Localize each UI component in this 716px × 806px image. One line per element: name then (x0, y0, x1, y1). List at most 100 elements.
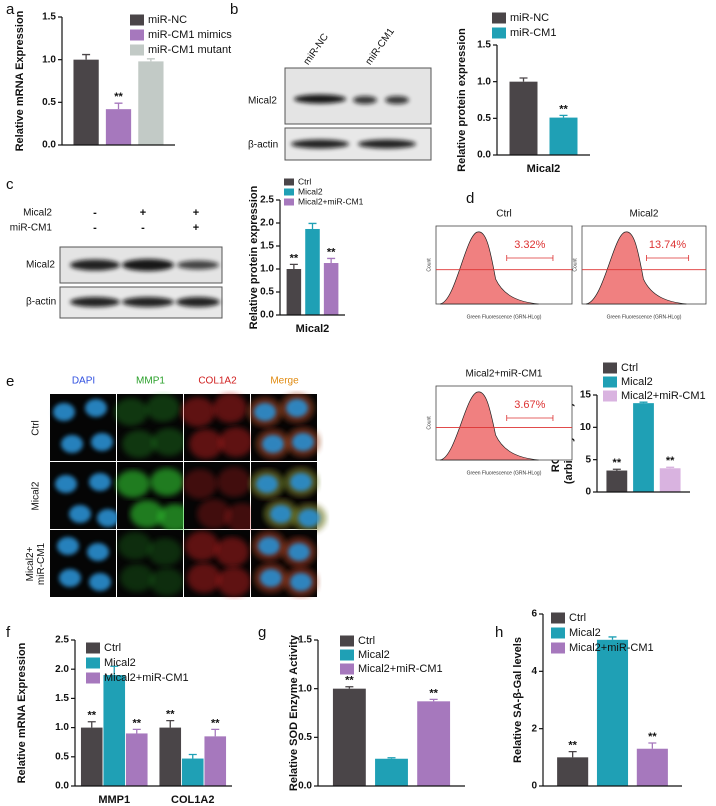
cell-signal (152, 428, 186, 456)
legend-swatch (284, 198, 294, 206)
legend-label: miR-CM1 mutant (148, 44, 231, 56)
nucleus (254, 403, 276, 421)
nucleus (91, 433, 113, 451)
legend-swatch (492, 27, 506, 39)
legend-swatch (551, 627, 565, 639)
significance: ** (559, 103, 568, 115)
flow-x-label: Green Fluorescence (GRN-HLog) (467, 470, 542, 476)
y-tick-label: 10 (580, 422, 592, 433)
y-axis-label: Relative mRNA Expression (14, 10, 26, 151)
y-tick-label: 2.5 (55, 635, 69, 646)
row-label: Mical2 (248, 96, 277, 107)
nucleus (97, 509, 119, 527)
legend-label: Mical2 (621, 376, 653, 388)
nucleus (85, 399, 107, 417)
cell-signal (197, 499, 231, 529)
cell-signal (213, 393, 247, 423)
y-tick-label: 0.5 (298, 732, 312, 743)
bar (509, 81, 538, 155)
legend-label: Mical2 (104, 657, 136, 669)
y-tick-label: 2.0 (55, 664, 69, 675)
row-label: Mical2 (26, 260, 55, 271)
blot-band (122, 259, 174, 271)
cell-signal (217, 567, 251, 597)
bar (138, 61, 164, 145)
y-tick-label: 1.5 (260, 241, 274, 252)
flow-gate (506, 255, 554, 261)
x-tick-label: Mical2 (527, 163, 561, 175)
cell-signal (148, 538, 182, 566)
legend-label: Ctrl (104, 642, 121, 654)
significance: ** (429, 687, 438, 699)
blot-band (358, 139, 416, 149)
error-bar (519, 77, 528, 82)
column-label: DAPI (72, 376, 95, 387)
cell-signal (215, 537, 249, 567)
y-tick-label: 1.5 (55, 693, 69, 704)
nucleus (59, 569, 81, 587)
condition-label: miR-CM1 (10, 223, 53, 234)
bar (636, 748, 668, 786)
error-bar (666, 466, 675, 469)
legend-label: miR-CM1 (510, 27, 556, 39)
nucleus (53, 403, 75, 421)
error-bar (82, 53, 91, 60)
flow-y-label: Count (426, 416, 432, 430)
y-tick-label: 15 (580, 390, 592, 401)
significance: ** (648, 731, 657, 743)
significance: ** (290, 252, 299, 264)
significance: ** (166, 708, 175, 720)
bar (286, 269, 302, 315)
legend-swatch (340, 663, 354, 675)
bar (549, 117, 578, 155)
error-bar (166, 719, 175, 728)
legend-swatch (551, 642, 565, 654)
column-label: Merge (270, 376, 299, 387)
bar (105, 109, 132, 145)
cell-signal (118, 532, 152, 560)
blot-band (70, 259, 120, 271)
row-label: miR-CM1 (36, 542, 47, 585)
bar (557, 757, 589, 786)
flow-title: Mical2+miR-CM1 (466, 369, 543, 380)
bar (204, 736, 227, 786)
bar (80, 727, 103, 786)
blot-band (122, 297, 174, 307)
blot-band (353, 96, 377, 104)
column-label: MMP1 (136, 376, 165, 387)
y-tick-label: 0.5 (260, 287, 274, 298)
y-tick-label: 0 (585, 487, 591, 498)
y-axis-label: Relative SOD Enzyme Activity (288, 634, 300, 791)
cell-signal (120, 564, 154, 592)
nucleus (89, 473, 111, 491)
condition-sign: - (93, 222, 97, 234)
blot-band (291, 139, 349, 149)
gate-percentage: 3.67% (514, 399, 545, 411)
significance: ** (613, 457, 622, 469)
error-bar (639, 401, 648, 404)
blot-band (177, 260, 219, 270)
flow-histogram (585, 231, 687, 305)
flow-x-label: Green Fluorescence (GRN-HLog) (467, 314, 542, 320)
condition-sign: + (193, 207, 199, 219)
cell-signal (181, 397, 215, 427)
bar (73, 59, 99, 145)
legend-label: Ctrl (298, 176, 311, 186)
y-tick-label: 1.5 (298, 635, 312, 646)
bar (159, 727, 182, 786)
significance: ** (87, 710, 96, 722)
y-tick-label: 2 (531, 723, 537, 734)
bar (659, 468, 681, 492)
flow-gate (646, 255, 690, 261)
bar (305, 228, 320, 315)
cell-signal (217, 467, 251, 497)
legend-swatch (340, 649, 354, 661)
error-bar (289, 263, 298, 269)
y-tick-label: 0.0 (298, 781, 312, 792)
flow-histogram (439, 391, 539, 461)
panel-letter: e (6, 373, 14, 390)
nucleus (286, 399, 308, 417)
nucleus (89, 573, 111, 591)
significance: ** (211, 717, 220, 729)
legend-label: Ctrl (621, 362, 638, 374)
